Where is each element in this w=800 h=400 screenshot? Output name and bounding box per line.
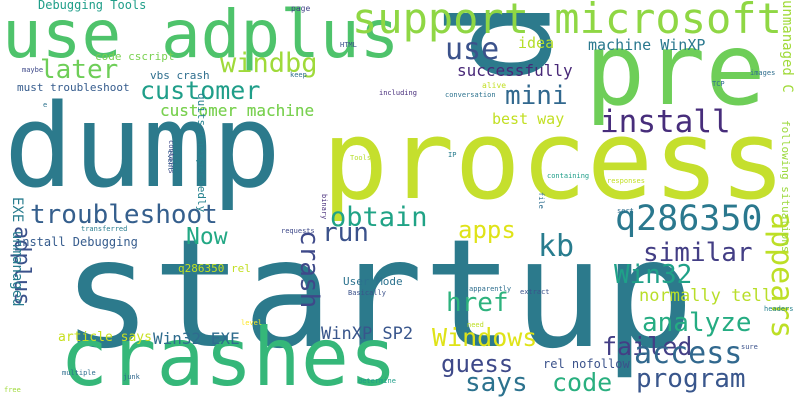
- word-later: later: [40, 55, 119, 85]
- word-process: process: [322, 96, 786, 224]
- word-file: file: [537, 192, 545, 209]
- word-code: code: [552, 368, 613, 397]
- word-html: HTML: [340, 41, 357, 49]
- word-similar: similar: [643, 238, 753, 268]
- word-page: page: [291, 4, 311, 13]
- word-dump: dump: [4, 80, 281, 214]
- word-guess: guess: [441, 350, 514, 378]
- word-requests: requests: [281, 227, 315, 235]
- word-href: href: [446, 288, 509, 318]
- word-best-way: best way: [492, 110, 565, 128]
- word-following-situations: following situations: [779, 120, 792, 253]
- word-level: level: [241, 319, 263, 327]
- word-customer-machine: customer machine: [160, 101, 315, 120]
- word-user-mode: User Mode: [343, 275, 403, 288]
- word-crash: crash: [294, 230, 324, 309]
- word-program: program: [636, 364, 746, 394]
- word-binary: binary: [320, 194, 328, 220]
- word-q286350: q286350: [615, 199, 763, 239]
- word-maybe: maybe: [22, 66, 44, 74]
- word-conversation: conversation: [445, 91, 496, 99]
- word-exe-unmanaged: EXE unmanaged: [9, 197, 25, 307]
- word-win32-exe: Win32 EXE: [153, 329, 240, 348]
- word-unmanaged-c: unmanaged C: [779, 0, 795, 93]
- word-customer: customer: [140, 76, 261, 105]
- word-headers: headers: [764, 305, 794, 313]
- word-kb: kb: [538, 229, 575, 264]
- word-free: free: [4, 386, 21, 394]
- word-crashes: crashes: [60, 311, 398, 400]
- word-machine-winxp: machine WinXP: [588, 36, 706, 54]
- word-junk: junk: [123, 373, 140, 381]
- word-analyze: analyze: [642, 308, 752, 338]
- word-tools: Tools: [350, 154, 372, 162]
- word-install-debugging: install Debugging: [15, 235, 138, 249]
- word-including: including: [379, 89, 417, 97]
- word-tcp: TCP: [712, 80, 725, 88]
- word-troubleshoot: troubleshoot: [30, 200, 218, 230]
- word-sort: sort: [617, 207, 634, 215]
- word-says: says: [465, 368, 528, 398]
- word-pre: pre: [585, 11, 766, 128]
- word-customer-machine: customer machine: [160, 101, 315, 120]
- word-transferred: transferred: [81, 225, 128, 233]
- word-apparently: apparently: [469, 285, 512, 293]
- word-failed: failed: [602, 332, 693, 361]
- word-containing: containing: [547, 172, 590, 180]
- word-must-troubleshoot: must troubleshoot: [17, 81, 130, 94]
- word-multiple: multiple: [62, 369, 96, 377]
- word-responses: responses: [607, 177, 645, 185]
- word-obtain: obtain: [330, 202, 428, 233]
- word-now: Now: [186, 224, 228, 250]
- word-code-cscript: code cscript: [95, 50, 175, 63]
- word-run: run: [322, 218, 369, 248]
- word-quits-unexpectedly: quits unexpectedly: [195, 93, 208, 213]
- word-sure: sure: [741, 343, 758, 351]
- word-vbs-crash: vbs crash: [150, 69, 210, 82]
- word-use: use: [445, 32, 500, 67]
- word-apps: apps: [458, 216, 516, 244]
- word-extract: extract: [520, 288, 550, 296]
- word-ip: IP: [448, 151, 457, 159]
- word-basically: Basically: [348, 289, 386, 297]
- word-winxp-sp2: WinXP SP2: [321, 324, 414, 344]
- word-access: access: [634, 336, 743, 371]
- word-need: need: [467, 321, 484, 329]
- word-rel-nofollow: rel nofollow: [543, 357, 630, 371]
- word-install: install: [600, 104, 731, 140]
- word-article-says: article says: [58, 330, 152, 345]
- word-support-microsoft: support microsoft: [352, 0, 782, 43]
- word-startup: startup: [62, 208, 695, 382]
- word-debugging-tools: Debugging Tools: [38, 0, 147, 12]
- word-q286350-rel: q286350 rel: [178, 262, 251, 275]
- word-mini: mini: [505, 81, 568, 111]
- word-e: e: [43, 101, 48, 109]
- word-windbg: windbg: [220, 48, 318, 79]
- word-successfully: successfully: [457, 61, 573, 80]
- word-determine: determine: [358, 377, 396, 385]
- word-normally-tell: normally tell: [639, 286, 773, 306]
- word-event: event: [166, 150, 174, 172]
- word-win32: Win32: [614, 260, 693, 290]
- word-alive: alive: [482, 81, 507, 90]
- word-use-adplus: use adplus: [2, 0, 400, 73]
- word-windows: Windows: [432, 323, 538, 352]
- word-images: images: [750, 69, 776, 77]
- word-keep: keep: [290, 71, 307, 79]
- word-idea: idea: [518, 34, 555, 52]
